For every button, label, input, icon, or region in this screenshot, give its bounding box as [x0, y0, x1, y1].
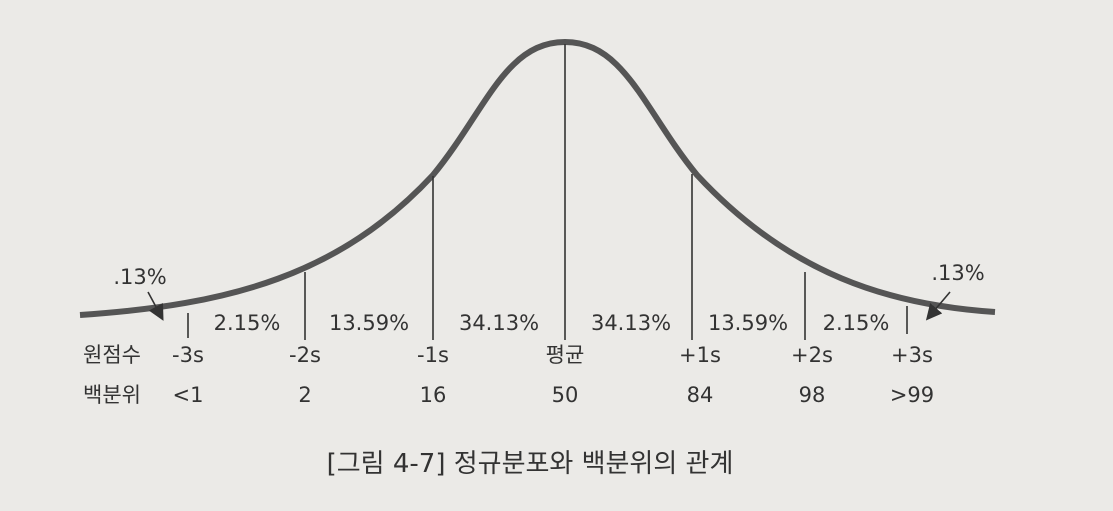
- tail-arrow: [147, 291, 164, 321]
- row-label: 원점수: [83, 343, 141, 367]
- row-cell: >99: [890, 383, 934, 407]
- segment-label: 13.59%: [708, 311, 788, 335]
- row-cell: +2s: [791, 343, 833, 367]
- row-cell: -1s: [417, 343, 449, 367]
- segment-label: 2.15%: [214, 311, 281, 335]
- caption: [그림 4-7] 정규분포와 백분위의 관계: [327, 449, 734, 479]
- row-cell: +1s: [679, 343, 721, 367]
- row-cell: 2: [298, 383, 311, 407]
- row-cell: -2s: [289, 343, 321, 367]
- row-cell: 98: [799, 383, 826, 407]
- segment-label: 2.15%: [823, 311, 890, 335]
- row-cell: +3s: [891, 343, 933, 367]
- row-cell: -3s: [172, 343, 204, 367]
- row-cell: <1: [173, 383, 204, 407]
- row-label: 백분위: [83, 383, 141, 407]
- tail-label: .13%: [931, 261, 984, 285]
- normal-curve: [79, 38, 996, 318]
- row-cell: 16: [420, 383, 447, 407]
- segment-label: 34.13%: [459, 311, 539, 335]
- row-cell: 평균: [546, 343, 585, 367]
- row-cell: 84: [687, 383, 714, 407]
- row-cell: 50: [552, 383, 579, 407]
- tail-arrow: [925, 291, 951, 321]
- segment-label: 13.59%: [329, 311, 409, 335]
- tail-label: .13%: [113, 265, 166, 289]
- segment-label: 34.13%: [591, 311, 671, 335]
